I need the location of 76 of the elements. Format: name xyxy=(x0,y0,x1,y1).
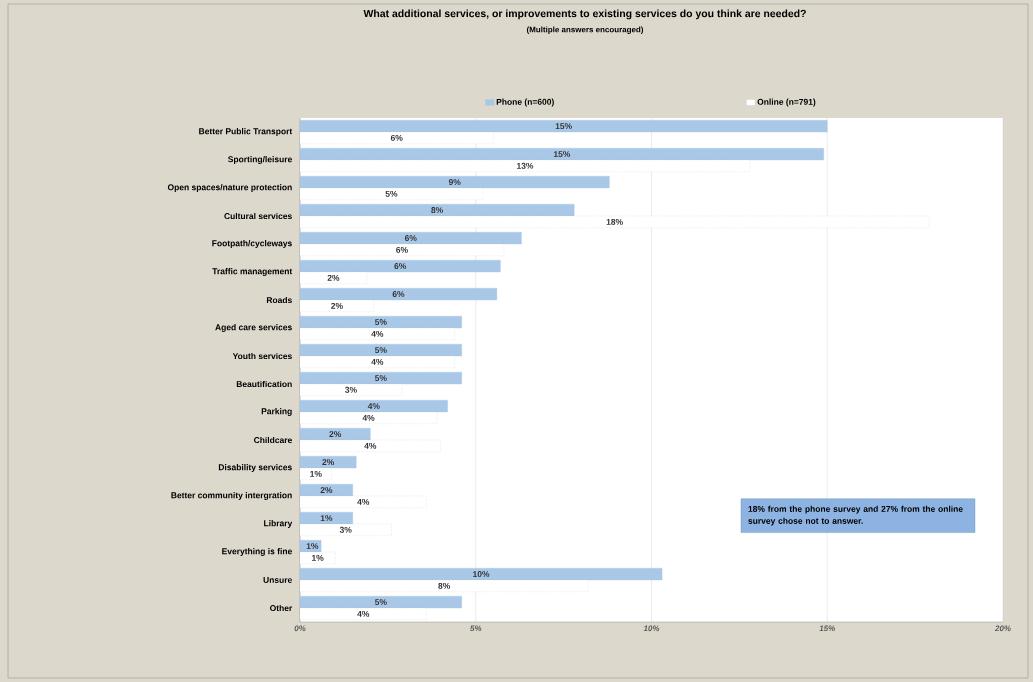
y-tick-label: Beautification xyxy=(236,380,292,388)
data-label: 6% xyxy=(390,134,403,141)
bar xyxy=(299,540,322,553)
data-label: 6% xyxy=(394,263,407,270)
data-label: 5% xyxy=(375,375,387,382)
legend-label: Online (n=791) xyxy=(757,98,816,107)
data-label: 4% xyxy=(371,330,384,337)
data-label: 6% xyxy=(404,235,417,242)
y-tick-label: Other xyxy=(270,604,293,612)
bar xyxy=(299,512,353,525)
bar xyxy=(299,484,353,497)
y-tick-label: Youth services xyxy=(232,352,292,360)
y-tick-label: Aged care services xyxy=(215,324,292,332)
y-tick-label: Better Public Transport xyxy=(199,128,293,136)
data-label: 2% xyxy=(320,487,333,494)
legend-label: Phone (n=600) xyxy=(496,98,554,107)
data-label: 3% xyxy=(339,526,352,533)
data-label: 5% xyxy=(385,190,398,197)
data-label: 2% xyxy=(331,302,343,309)
bar xyxy=(299,232,522,245)
y-tick-label: Cultural services xyxy=(224,212,292,220)
bar xyxy=(299,344,462,357)
data-label: 2% xyxy=(322,459,335,466)
data-label: 2% xyxy=(329,431,342,438)
bar xyxy=(299,400,448,413)
data-label: 5% xyxy=(375,599,387,606)
chart-title: What additional services, or improvements to existing services do you think are needed? xyxy=(363,9,806,20)
data-label: 18% xyxy=(606,218,623,225)
y-tick-label: Disability services xyxy=(218,464,292,472)
data-label: 9% xyxy=(448,179,461,186)
y-tick-label: Sporting/leisure xyxy=(228,156,292,164)
bar xyxy=(299,120,828,133)
y-tick-label: Roads xyxy=(266,296,292,304)
data-label: 2% xyxy=(327,274,340,281)
bar xyxy=(299,148,824,161)
annotation: 18% from the phone survey and 27% from the online survey chose not to answer. xyxy=(748,505,963,526)
data-label: 1% xyxy=(310,470,322,477)
data-label: 4% xyxy=(364,442,377,449)
y-tick-label: Unsure xyxy=(263,577,292,583)
bar xyxy=(299,260,501,273)
data-label: 1% xyxy=(311,554,324,561)
data-label: 6% xyxy=(396,246,408,253)
bar xyxy=(299,372,462,385)
bar xyxy=(299,568,663,581)
y-tick-label: Everything is fine xyxy=(222,548,292,556)
data-label: 1% xyxy=(306,543,319,550)
data-label: 8% xyxy=(431,207,443,214)
y-tick-label: Better community intergration xyxy=(171,492,292,500)
data-label: 6% xyxy=(392,291,405,298)
bar xyxy=(299,288,498,301)
y-tick-label: Traffic management xyxy=(212,268,293,276)
bar xyxy=(299,316,462,329)
data-label: 4% xyxy=(367,403,380,410)
data-label: 5% xyxy=(375,347,387,354)
data-label: 3% xyxy=(345,386,357,393)
y-tick-label: Parking xyxy=(261,408,292,416)
y-tick-label: Footpath/cycleways xyxy=(212,240,292,248)
bar xyxy=(299,428,371,441)
data-label: 15% xyxy=(553,151,571,158)
data-label: 4% xyxy=(371,358,384,365)
y-tick-label: Library xyxy=(264,520,293,528)
data-label: 10% xyxy=(473,571,490,578)
data-label: 1% xyxy=(320,515,333,522)
data-label: 8% xyxy=(438,582,451,589)
bar xyxy=(299,456,357,469)
data-label: 15% xyxy=(555,123,572,130)
bar xyxy=(299,204,575,217)
data-label: 4% xyxy=(357,498,370,505)
bar xyxy=(299,176,610,189)
y-tick-label: Childcare xyxy=(253,436,292,444)
data-label: 13% xyxy=(517,162,534,169)
data-label: 4% xyxy=(362,414,375,421)
bar xyxy=(299,596,462,609)
data-label: 5% xyxy=(375,319,387,326)
y-tick-label: Open spaces/nature protection xyxy=(167,184,292,192)
data-label: 4% xyxy=(357,610,370,617)
